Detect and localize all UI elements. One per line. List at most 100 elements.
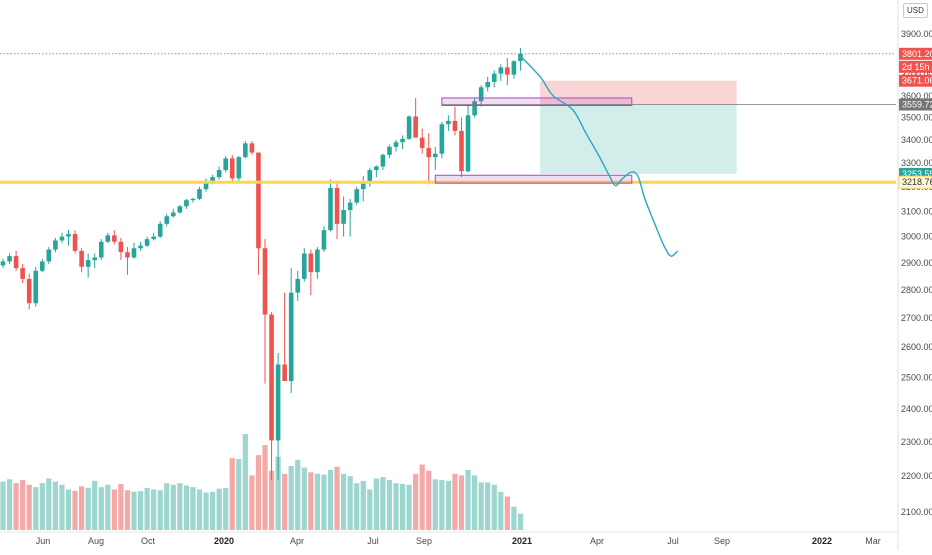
- projection-path: [519, 55, 679, 257]
- candle-body: [118, 241, 124, 253]
- volume-bar: [13, 483, 19, 530]
- line-layer: [0, 53, 896, 257]
- candle-body: [295, 278, 301, 293]
- volume-bar: [118, 483, 124, 530]
- candle-body: [439, 124, 445, 154]
- candle-body: [157, 223, 163, 237]
- volume-bar: [151, 489, 157, 530]
- volume-bar: [79, 486, 85, 530]
- candle-body: [33, 270, 39, 304]
- volume-bar: [478, 482, 484, 530]
- volume-bar: [170, 484, 176, 530]
- candle-body: [105, 235, 111, 242]
- volume-bar: [190, 487, 196, 530]
- volume-bar: [46, 478, 52, 530]
- volume-bar: [301, 467, 307, 530]
- volume-bar: [203, 492, 209, 530]
- time-tick-label: 2020: [214, 536, 234, 546]
- volume-bar: [314, 473, 320, 530]
- volume-bar: [144, 487, 150, 530]
- volume-bar: [137, 491, 144, 530]
- candle-body: [131, 248, 137, 258]
- time-tick-label: Mar: [865, 536, 881, 546]
- price-tick-label: 3300.00: [901, 158, 932, 168]
- volume-bar: [386, 480, 393, 530]
- time-tick-label: Apr: [590, 536, 604, 546]
- countdown-tag-bg: [899, 60, 932, 73]
- candle-body: [328, 187, 333, 231]
- price-tick-label: 2100.00: [901, 507, 932, 517]
- volume-bar: [6, 479, 13, 530]
- volume-bar: [367, 489, 373, 530]
- volume-bar: [354, 483, 360, 530]
- price-tick-label: 2800.00: [901, 285, 932, 295]
- volume-bar: [472, 475, 478, 530]
- volume-bar: [236, 459, 242, 530]
- price-tick-label: 3500.00: [901, 113, 932, 123]
- volume-bar: [183, 485, 189, 530]
- volume-bar: [249, 475, 255, 530]
- candle-body: [13, 256, 19, 269]
- time-tick-label: Jul: [367, 536, 379, 546]
- candle-body: [197, 189, 202, 199]
- volume-bar: [517, 513, 524, 530]
- price-tick-label: 3600.00: [901, 91, 932, 101]
- candle-body: [79, 250, 84, 267]
- candle-body: [393, 142, 399, 147]
- candle-body: [491, 73, 497, 82]
- candle-body: [374, 166, 379, 171]
- time-tick-label: Sep: [416, 536, 432, 546]
- drawing-layer: [540, 80, 737, 174]
- price-tick-label: 2200.00: [901, 471, 932, 481]
- volume-bar: [26, 484, 32, 530]
- volume-bar: [360, 480, 366, 530]
- volume-bar: [432, 479, 438, 530]
- time-tick-label: 2021: [512, 536, 532, 546]
- candle-body: [59, 236, 65, 241]
- candle-body: [367, 170, 373, 182]
- candle-body: [400, 138, 405, 143]
- candle-body: [236, 157, 242, 179]
- volume-bar: [0, 481, 6, 530]
- time-tick-label: Aug: [88, 536, 104, 546]
- candle-body: [321, 230, 327, 250]
- candle-body: [72, 234, 78, 251]
- volume-bar: [347, 476, 353, 530]
- candle-body: [216, 170, 222, 178]
- volume-bar: [413, 473, 419, 530]
- candle-body: [177, 206, 183, 213]
- last-price-tag: 3801.20: [899, 47, 932, 60]
- candle-body: [151, 236, 156, 240]
- entry-level-tag-bg: [899, 98, 932, 111]
- volume-bar: [288, 466, 294, 530]
- volume-bar: [445, 480, 451, 530]
- currency-badge[interactable]: USD: [903, 3, 928, 18]
- volume-bar: [268, 470, 275, 530]
- volume-bar: [458, 475, 465, 530]
- volume-bar: [65, 489, 72, 530]
- candle-body: [505, 67, 510, 75]
- candle-body: [85, 260, 91, 267]
- supply-zone: [441, 97, 633, 107]
- support-level-tag: 3218.76: [898, 175, 932, 189]
- volume-bar: [72, 491, 78, 530]
- candle-body: [98, 241, 104, 258]
- candle-body: [262, 248, 268, 315]
- volume-bar: [262, 444, 268, 530]
- volume-bar: [85, 487, 91, 530]
- candle-body: [190, 198, 196, 201]
- volume-bar: [177, 483, 183, 530]
- candle-body: [20, 268, 25, 279]
- volume-bar: [341, 473, 347, 530]
- candle-body: [511, 61, 517, 75]
- candle-body: [0, 261, 6, 266]
- price-tick-label: 3900.00: [901, 29, 932, 39]
- volume-bar: [498, 491, 504, 530]
- candle-body: [275, 364, 281, 441]
- countdown-tag-label: 2d 15h: [902, 62, 930, 72]
- candle-body: [46, 249, 52, 262]
- candle-body: [53, 240, 58, 250]
- volume-bar: [275, 456, 281, 530]
